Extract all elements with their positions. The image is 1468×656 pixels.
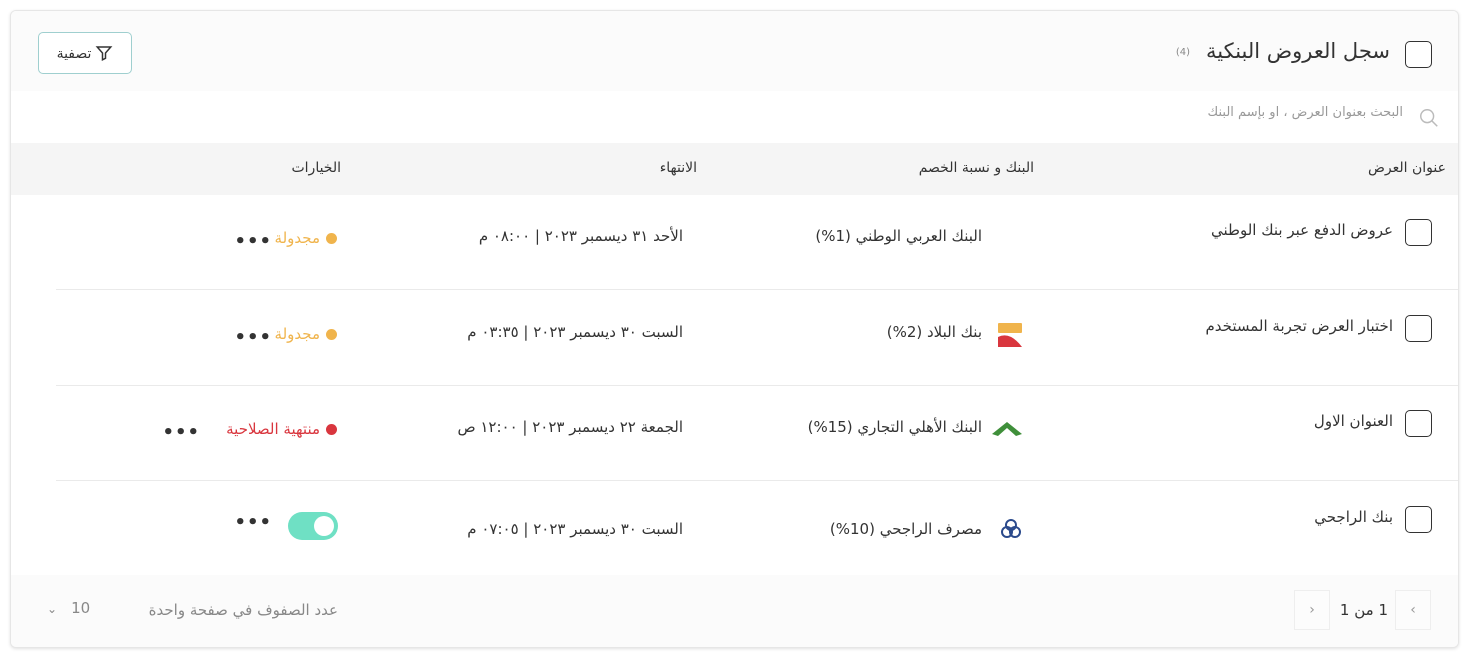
rows-per-page-label: عدد الصفوف في صفحة واحدة — [148, 601, 338, 619]
table-row: العنوان الاول البنك الأهلي التجاري (15%)… — [56, 386, 1458, 481]
row-checkbox[interactable] — [1405, 314, 1432, 342]
anb-logo: anb — [948, 226, 1022, 247]
snb-logo — [992, 418, 1022, 442]
prev-page-button[interactable]: ‹ — [1395, 590, 1431, 630]
status-dot-icon — [326, 328, 337, 340]
filter-button[interactable]: تصفية — [38, 32, 132, 74]
filter-icon — [96, 46, 113, 61]
rows-per-page-select[interactable]: ⌄ 10 — [47, 599, 90, 617]
end-date: الجمعة ٢٢ ديسمبر ٢٠٢٣ | ١٢:٠٠ ص — [457, 418, 683, 436]
row-checkbox[interactable] — [1405, 219, 1432, 246]
chevron-down-icon: ⌄ — [47, 602, 58, 616]
filter-label: تصفية — [56, 44, 92, 61]
card-header: سجل العروض البنكية (4) تصفية — [11, 11, 1458, 91]
column-header-end: الانتهاء — [659, 160, 697, 176]
table-header: عنوان العرض البنك و نسبة الخصم الانتهاء … — [11, 143, 1458, 195]
table-row: عروض الدفع عبر بنك الوطني anb البنك العر… — [56, 195, 1458, 290]
status-dot-icon — [326, 233, 337, 244]
offer-title[interactable]: العنوان الاول — [1313, 412, 1393, 430]
end-date: السبت ٣٠ ديسمبر ٢٠٢٣ | ٠٣:٣٥ م — [467, 322, 683, 341]
row-checkbox[interactable] — [1405, 505, 1432, 533]
select-all-checkbox[interactable] — [1405, 41, 1432, 68]
search-input[interactable] — [803, 105, 1403, 120]
offers-count: (4) — [1175, 47, 1190, 58]
bank-discount: مصرف الراجحي (10%) — [829, 519, 982, 538]
status-label: مجدولة — [274, 229, 320, 247]
next-page-button[interactable]: › — [1294, 590, 1330, 630]
status-badge: مجدولة — [275, 325, 337, 343]
page-info: 1 من 1 — [1339, 601, 1388, 619]
column-header-options: الخيارات — [291, 160, 341, 176]
table-footer: ‹ 1 من 1 › عدد الصفوف في صفحة واحدة ⌄ 10 — [11, 575, 1458, 647]
offers-card: سجل العروض البنكية (4) تصفية عنوان العرض… — [10, 10, 1459, 648]
active-toggle[interactable] — [288, 511, 338, 540]
more-options-icon[interactable]: ••• — [234, 326, 272, 348]
status-badge: مجدولة — [275, 229, 337, 247]
column-header-title: عنوان العرض — [1368, 160, 1446, 176]
end-date: الأحد ٣١ ديسمبر ٢٠٢٣ | ٠٨:٠٠ م — [478, 227, 683, 245]
offer-title[interactable]: عروض الدفع عبر بنك الوطني — [1211, 221, 1393, 239]
table-row: بنك الراجحي مصرف الراجحي (10%) السبت ٣٠ … — [56, 482, 1458, 577]
page-title: سجل العروض البنكية — [1206, 39, 1390, 63]
bank-discount: البنك العربي الوطني (1%) — [815, 227, 982, 245]
offer-title[interactable]: بنك الراجحي — [1314, 507, 1393, 526]
status-label: منتهية الصلاحية — [226, 420, 320, 438]
end-date: السبت ٣٠ ديسمبر ٢٠٢٣ | ٠٧:٠٥ م — [467, 519, 683, 538]
rows-per-page-value: 10 — [71, 599, 91, 617]
bank-discount: البنك الأهلي التجاري (15%) — [807, 418, 982, 436]
column-header-bank: البنك و نسبة الخصم — [918, 160, 1034, 176]
search-bar — [11, 93, 1458, 141]
status-badge: منتهية الصلاحية — [226, 420, 337, 438]
albilad-logo — [998, 322, 1022, 351]
table-row: اختبار العرض تجربة المستخدم بنك البلاد (… — [56, 291, 1458, 386]
alrajhi-logo — [1000, 518, 1022, 544]
status-label: مجدولة — [274, 324, 320, 343]
bank-discount: بنك البلاد (2%) — [886, 322, 982, 341]
status-dot-icon — [326, 424, 337, 435]
more-options-icon[interactable]: ••• — [234, 511, 272, 533]
offer-title[interactable]: اختبار العرض تجربة المستخدم — [1205, 316, 1393, 335]
row-checkbox[interactable] — [1405, 410, 1432, 437]
more-options-icon[interactable]: ••• — [162, 422, 200, 443]
more-options-icon[interactable]: ••• — [234, 231, 272, 252]
search-icon — [1420, 109, 1438, 127]
